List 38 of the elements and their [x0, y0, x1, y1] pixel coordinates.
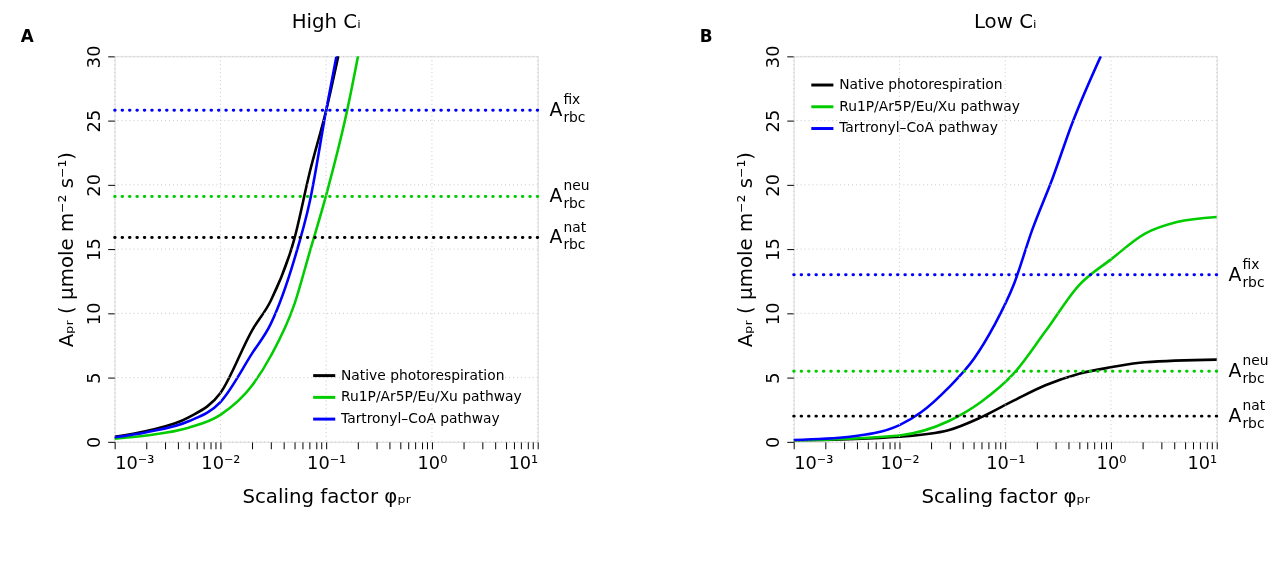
y-tick-label: 0	[762, 436, 784, 448]
x-tick-label: 10⁻²	[880, 452, 920, 474]
y-tick-label: 0	[83, 436, 105, 448]
legend-label: Tartronyl–CoA pathway	[838, 119, 998, 136]
y-tick-label: 25	[762, 109, 784, 133]
x-tick-label: 10⁻²	[201, 452, 241, 474]
text: A	[20, 25, 34, 46]
y-tick-label: 10	[762, 302, 784, 326]
x-tick-label: 10⁻³	[794, 452, 834, 474]
y-tick-label: 25	[83, 109, 105, 133]
x-axis-title: Scaling factor φₚᵣ	[921, 484, 1091, 508]
x-tick-label: 10⁻¹	[986, 452, 1026, 474]
y-tick-label: 20	[762, 174, 784, 197]
y-tick-label: 15	[83, 238, 105, 261]
text: B	[699, 25, 713, 46]
legend-label: Ru1P/Ar5P/Eu/Xu pathway	[341, 388, 522, 405]
x-tick-label: 10⁰	[1096, 452, 1127, 474]
legend-label: Ru1P/Ar5P/Eu/Xu pathway	[839, 97, 1020, 114]
legend-label: Native photorespiration	[341, 366, 505, 383]
x-tick-label: 10⁻¹	[307, 452, 347, 474]
y-axis-title: Aₚᵣ ( μmole m⁻² s⁻¹)	[54, 151, 78, 348]
y-tick-label: 10	[83, 302, 105, 326]
y-axis-title: Aₚᵣ ( μmole m⁻² s⁻¹)	[733, 151, 757, 348]
x-axis-title: Scaling factor φₚᵣ	[242, 484, 412, 508]
chart-title: High Cᵢ	[291, 9, 361, 33]
y-tick-label: 30	[83, 45, 105, 69]
y-tick-label: 30	[762, 45, 784, 69]
legend-label: Tartronyl–CoA pathway	[340, 410, 500, 427]
x-tick-label: 10⁰	[417, 452, 448, 474]
y-tick-label: 15	[762, 238, 784, 261]
x-tick-label: 10¹	[508, 452, 539, 474]
y-tick-label: 5	[762, 372, 784, 384]
y-tick-label: 5	[83, 372, 105, 384]
x-tick-label: 10⁻³	[115, 452, 155, 474]
y-tick-label: 20	[83, 174, 105, 197]
chart-title: Low Cᵢ	[973, 9, 1037, 33]
legend-label: Native photorespiration	[839, 75, 1003, 92]
x-tick-label: 10¹	[1187, 452, 1218, 474]
